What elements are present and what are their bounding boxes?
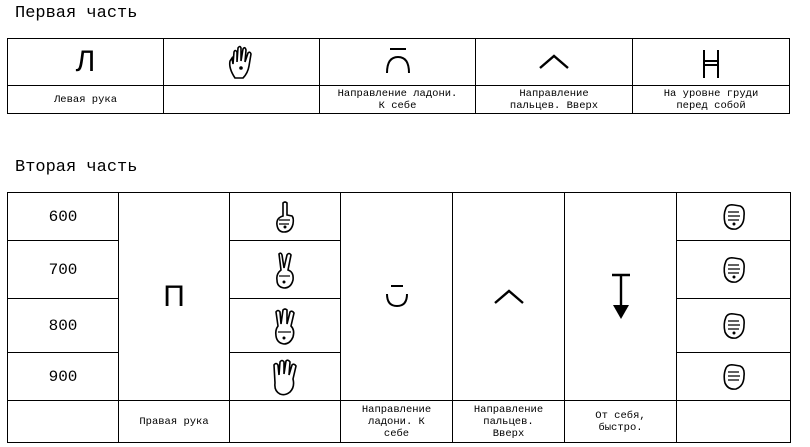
part2-caption-palm-direction: Направление ладони. К себе — [340, 400, 453, 443]
fist-hand-icon-1 — [722, 203, 745, 230]
four-fingers-hand-icon — [273, 358, 297, 395]
number-800: 800 — [7, 298, 119, 353]
part1-caption-left-hand: Левая рука — [7, 85, 164, 114]
fingers-up-cell — [475, 38, 633, 86]
fingers-up-icon — [539, 54, 569, 69]
number-700: 700 — [7, 240, 119, 299]
handshape-cell-1 — [229, 192, 341, 241]
fist-hand-icon-3 — [722, 312, 745, 339]
part1-caption-palm-direction: Направление ладони. К себе — [319, 85, 476, 114]
open-hand-cell — [163, 38, 320, 86]
fingers-up-cell-2 — [452, 192, 565, 401]
number-900: 900 — [7, 352, 119, 401]
part2-table: 600 П — [7, 192, 791, 443]
fist-cell-1 — [676, 192, 791, 241]
palm-toward-self-cell — [319, 38, 476, 86]
three-fingers-hand-icon — [274, 307, 295, 345]
part2-title: Вторая часть — [15, 158, 138, 177]
palm-toward-self-icon — [385, 48, 410, 74]
part2-caption-right-hand: Правая рука — [118, 400, 230, 443]
fist-cell-2 — [676, 240, 791, 299]
two-fingers-hand-icon — [276, 251, 294, 289]
part2-caption-empty-3 — [676, 400, 791, 443]
right-hand-symbol-cell: П — [118, 192, 230, 401]
number-600: 600 — [7, 192, 119, 241]
fist-hand-icon-4 — [722, 363, 745, 390]
away-from-self-arrow-icon — [611, 273, 630, 319]
part1-caption-chest-level: На уровне груди перед собой — [632, 85, 790, 114]
part2-caption-empty-2 — [229, 400, 341, 443]
part2-caption-finger-direction: Направление пальцев. Вверх — [452, 400, 565, 443]
left-hand-symbol-cell: Л — [7, 38, 164, 86]
fingers-up-icon-2 — [493, 288, 524, 304]
open-palm-hand-icon — [228, 45, 252, 79]
left-hand-letter: Л — [75, 45, 96, 78]
part2-caption-empty-1 — [7, 400, 119, 443]
palm-toward-self-icon-2 — [385, 284, 408, 307]
handshape-cell-2 — [229, 240, 341, 299]
index-finger-hand-icon — [276, 200, 295, 233]
movement-away-cell — [564, 192, 677, 401]
part1-caption-finger-direction: Направление пальцев. Вверх — [475, 85, 633, 114]
palm-toward-self-cell-2 — [340, 192, 453, 401]
chest-level-cell — [632, 38, 790, 86]
handshape-cell-4 — [229, 352, 341, 401]
fist-cell-3 — [676, 298, 791, 353]
fist-cell-4 — [676, 352, 791, 401]
right-hand-letter: П — [163, 279, 185, 313]
chest-level-icon — [703, 50, 719, 78]
part2-caption-movement: От себя, быстро. — [564, 400, 677, 443]
part1-table: Л Левая — [7, 38, 790, 114]
part1-title: Первая часть — [15, 4, 138, 23]
part1-caption-empty — [163, 85, 320, 114]
handshape-cell-3 — [229, 298, 341, 353]
fist-hand-icon-2 — [722, 256, 745, 283]
